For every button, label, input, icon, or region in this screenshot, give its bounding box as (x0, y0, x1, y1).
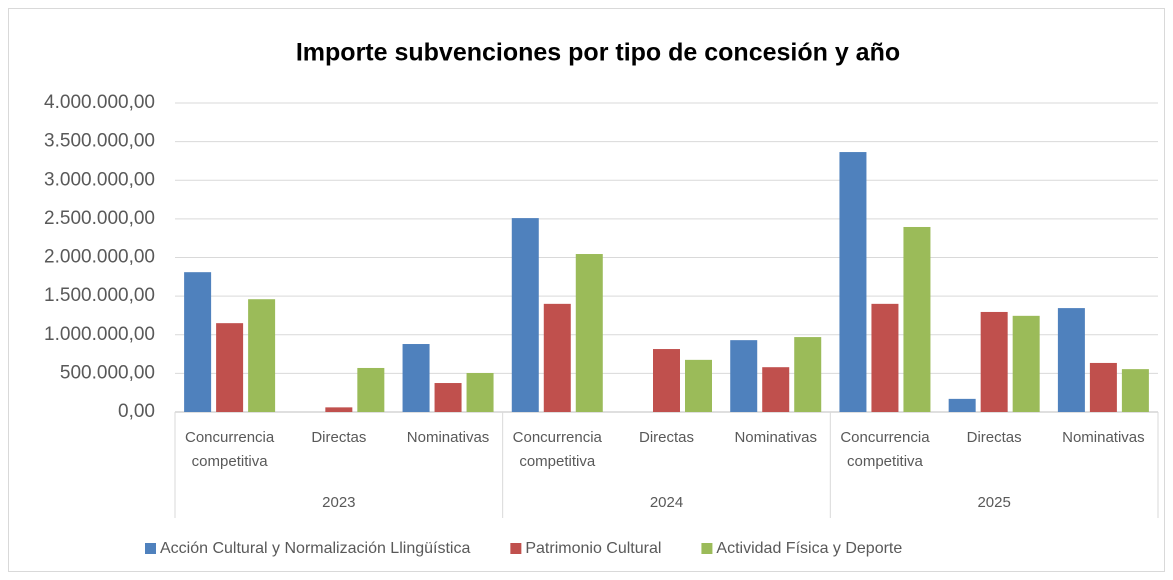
legend-label: Acción Cultural y Normalización Llingüís… (160, 540, 470, 557)
group-label: 2025 (977, 494, 1010, 511)
bar (466, 372, 494, 412)
x-tick-label: Nominativas (406, 429, 490, 446)
bar (730, 340, 758, 412)
bar (357, 367, 385, 412)
y-tick-label: 4.000.000,00 (44, 92, 155, 113)
x-tick-label: Concurrencia competitiva (840, 429, 930, 470)
x-tick-label: Concurrencia competitiva (512, 429, 602, 470)
bar (839, 152, 867, 412)
bar (948, 398, 976, 412)
legend-swatch (701, 543, 713, 554)
y-tick-label: 2.500.000,00 (44, 208, 155, 229)
x-tick-label: Directas (311, 429, 367, 446)
legend-swatch (145, 543, 156, 554)
bar (871, 303, 899, 412)
x-tick-label: Nominativas (734, 429, 817, 446)
x-tick-label: Concurrencia competitiva (185, 429, 275, 470)
y-tick-label: 1.000.000,00 (44, 324, 155, 345)
legend-swatch (510, 543, 522, 554)
y-tick-label: 1.500.000,00 (44, 285, 155, 306)
bar (1057, 308, 1085, 412)
y-tick-label: 3.000.000,00 (44, 169, 155, 190)
bar (1089, 362, 1117, 412)
bar (434, 383, 462, 412)
bar (685, 359, 712, 412)
y-tick-label: 500.000,00 (60, 362, 155, 383)
bar (1121, 369, 1149, 412)
bar (794, 337, 822, 412)
x-tick-label: Nominativas (1062, 429, 1145, 446)
bar (248, 299, 276, 412)
group-label: 2024 (650, 494, 683, 511)
y-tick-label: 2.000.000,00 (44, 247, 155, 268)
chart-title: Importe subvenciones por tipo de concesi… (296, 39, 900, 67)
bar (762, 367, 790, 412)
bar (543, 303, 571, 412)
bar (653, 349, 680, 412)
bar (575, 254, 603, 412)
y-tick-label: 3.500.000,00 (44, 131, 155, 152)
bar (903, 226, 931, 412)
bar (980, 311, 1008, 412)
bar (184, 272, 212, 412)
bar (325, 407, 353, 412)
bar (216, 323, 244, 412)
bar (402, 344, 430, 412)
legend-label: Patrimonio Cultural (525, 540, 661, 557)
legend-label: Actividad Física y Deporte (716, 540, 902, 557)
bar (511, 218, 539, 412)
x-tick-label: Directas (638, 429, 694, 446)
x-tick-label: Directas (966, 429, 1022, 446)
bar (1012, 315, 1040, 412)
group-label: 2023 (322, 494, 355, 511)
y-tick-label: 0,00 (118, 401, 155, 422)
